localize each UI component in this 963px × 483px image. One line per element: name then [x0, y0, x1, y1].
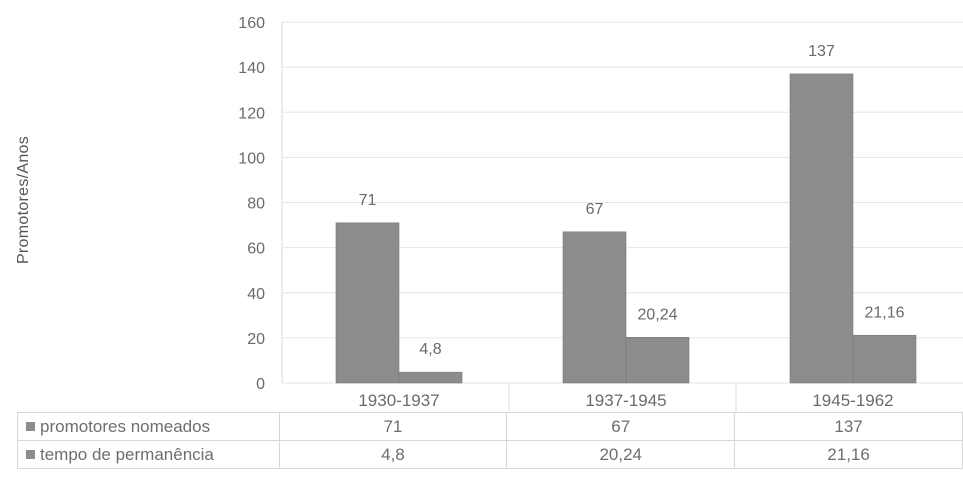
- y-tick-label: 40: [247, 286, 265, 303]
- bar: [335, 222, 400, 384]
- x-tick-label: 1930-1937: [358, 391, 439, 410]
- y-tick-label: 120: [238, 105, 265, 122]
- legend-key-icon: [26, 421, 35, 431]
- table-cell: 20,24: [506, 440, 736, 469]
- table-cell: 137: [734, 412, 963, 441]
- table-cell: 67: [506, 412, 736, 441]
- y-tick-label: 140: [238, 60, 265, 77]
- table-cell: 4,8: [278, 440, 508, 469]
- y-tick-label: 100: [238, 150, 265, 167]
- row-label-text: tempo de permanência: [40, 444, 214, 464]
- row-label: tempo de permanência: [17, 440, 280, 469]
- bar: [789, 73, 854, 384]
- bar: [625, 337, 690, 384]
- row-label-text: promotores nomeados: [40, 416, 211, 436]
- y-tick-label: 20: [247, 331, 265, 348]
- y-tick-label: 60: [247, 241, 265, 258]
- data-table-row: tempo de permanência 4,8 20,24 21,16: [17, 440, 963, 469]
- bar: [852, 334, 917, 384]
- data-label: 21,16: [864, 304, 904, 321]
- x-tick-label: 1945-1962: [812, 391, 893, 410]
- y-tick-label: 0: [256, 376, 265, 393]
- row-label: promotores nomeados: [17, 412, 280, 441]
- data-label: 71: [359, 192, 377, 209]
- bar: [562, 231, 627, 384]
- x-tick-label: 1937-1945: [585, 391, 666, 410]
- chart-plot: 0 20 40 60 80 100 120 140 160 71 4,8 1930-1937 67 20,…: [238, 15, 963, 412]
- legend-key-icon: [26, 449, 35, 459]
- table-cell: 21,16: [734, 440, 963, 469]
- y-tick-label: 160: [238, 15, 265, 32]
- data-table: promotores nomeados 71 67 137 tempo de p…: [17, 412, 963, 469]
- data-label: 20,24: [637, 306, 677, 323]
- data-label: 67: [586, 201, 604, 218]
- bar: [398, 371, 463, 384]
- data-table-row: promotores nomeados 71 67 137: [17, 412, 963, 441]
- data-label: 137: [808, 43, 835, 60]
- table-cell: 71: [278, 412, 508, 441]
- data-label: 4,8: [419, 341, 441, 358]
- y-tick-label: 80: [247, 196, 265, 213]
